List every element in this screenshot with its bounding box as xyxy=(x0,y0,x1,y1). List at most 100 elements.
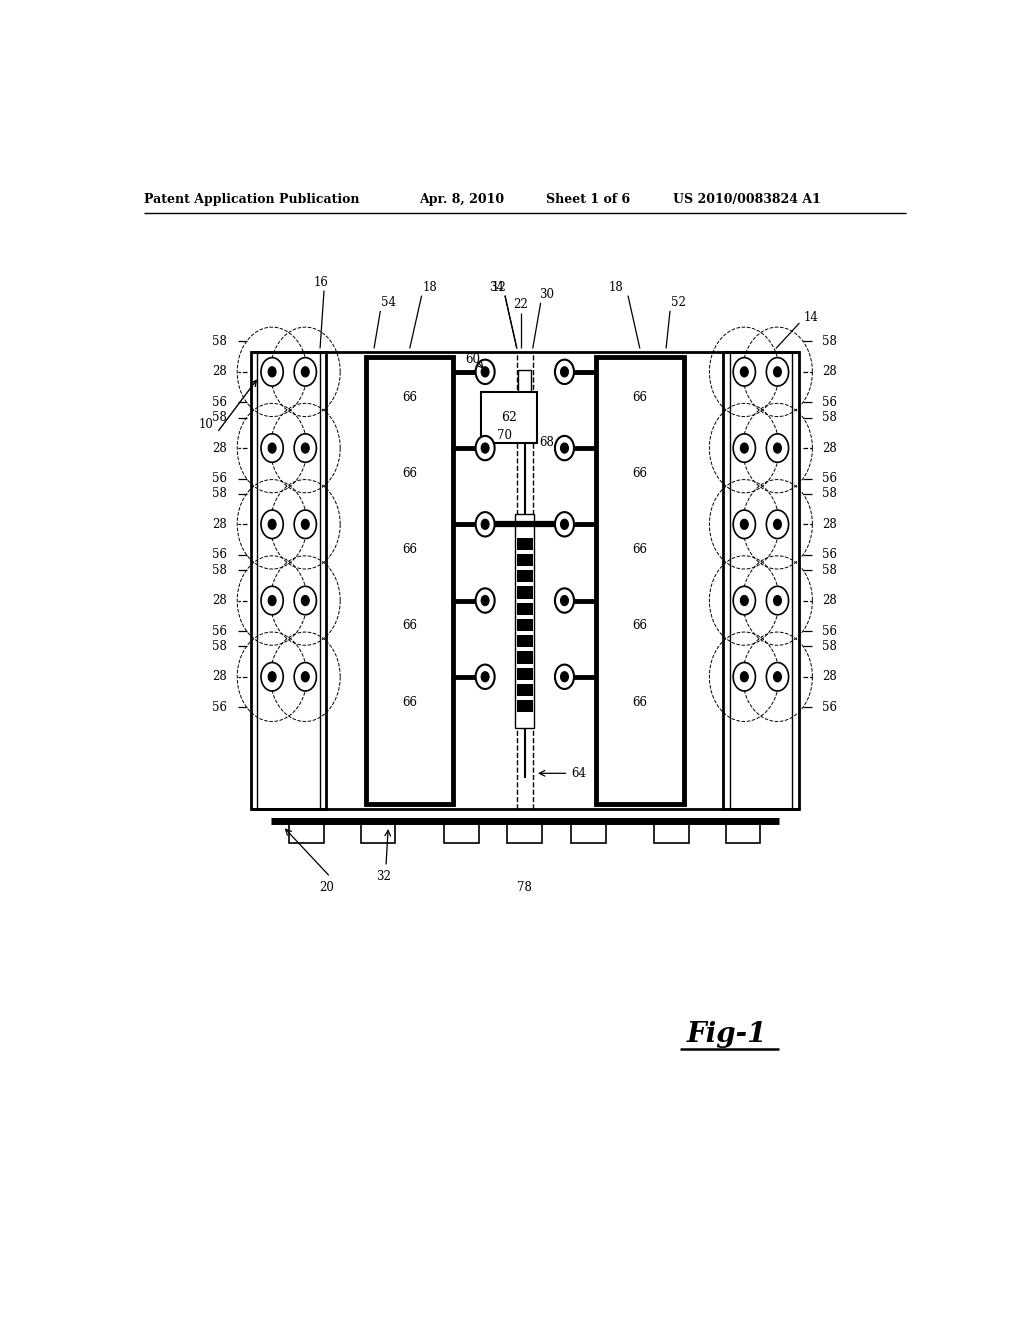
Circle shape xyxy=(268,444,276,453)
Circle shape xyxy=(766,586,788,615)
Bar xyxy=(515,515,535,727)
Circle shape xyxy=(773,519,781,529)
Circle shape xyxy=(301,672,309,682)
Bar xyxy=(517,554,532,566)
Text: 60: 60 xyxy=(466,354,480,366)
Circle shape xyxy=(560,444,568,453)
Circle shape xyxy=(268,595,276,606)
Circle shape xyxy=(555,512,574,536)
Circle shape xyxy=(560,595,568,606)
Text: Apr. 8, 2010: Apr. 8, 2010 xyxy=(419,193,504,206)
Circle shape xyxy=(733,434,756,462)
Text: 18: 18 xyxy=(608,281,624,294)
Circle shape xyxy=(740,595,749,606)
Text: Fig-1: Fig-1 xyxy=(687,1022,767,1048)
Bar xyxy=(289,821,324,843)
Bar xyxy=(517,635,532,647)
Text: US 2010/0083824 A1: US 2010/0083824 A1 xyxy=(673,193,821,206)
Bar xyxy=(517,602,532,615)
Text: 58: 58 xyxy=(822,335,838,348)
Circle shape xyxy=(555,359,574,384)
Text: 56: 56 xyxy=(822,624,838,638)
Circle shape xyxy=(268,367,276,378)
Text: 58: 58 xyxy=(822,564,838,577)
Bar xyxy=(443,821,479,843)
Circle shape xyxy=(740,444,749,453)
Circle shape xyxy=(766,358,788,385)
Bar xyxy=(570,821,606,843)
Bar xyxy=(517,537,532,549)
Text: 68: 68 xyxy=(540,437,554,450)
Text: Sheet 1 of 6: Sheet 1 of 6 xyxy=(546,193,631,206)
Text: 58: 58 xyxy=(212,411,227,424)
Circle shape xyxy=(261,586,284,615)
Text: 66: 66 xyxy=(633,467,647,480)
Text: 56: 56 xyxy=(822,473,838,484)
Text: 56: 56 xyxy=(822,548,838,561)
Circle shape xyxy=(560,519,568,529)
Circle shape xyxy=(733,358,756,385)
Text: 66: 66 xyxy=(633,619,647,632)
Circle shape xyxy=(766,663,788,690)
Circle shape xyxy=(475,359,495,384)
Circle shape xyxy=(481,444,489,453)
Text: 30: 30 xyxy=(540,288,555,301)
Text: 66: 66 xyxy=(402,391,417,404)
Text: 16: 16 xyxy=(313,276,329,289)
Circle shape xyxy=(294,663,316,690)
Circle shape xyxy=(268,519,276,529)
Circle shape xyxy=(555,664,574,689)
Text: 34: 34 xyxy=(489,281,505,294)
Circle shape xyxy=(733,663,756,690)
Text: 18: 18 xyxy=(422,281,437,294)
Circle shape xyxy=(301,595,309,606)
Text: 14: 14 xyxy=(804,312,819,325)
Circle shape xyxy=(740,519,749,529)
Circle shape xyxy=(560,672,568,682)
Circle shape xyxy=(740,367,749,378)
Text: 56: 56 xyxy=(212,473,227,484)
Text: 28: 28 xyxy=(212,366,227,379)
Text: 58: 58 xyxy=(212,564,227,577)
Bar xyxy=(517,651,532,664)
Circle shape xyxy=(773,444,781,453)
Text: 56: 56 xyxy=(212,624,227,638)
Bar xyxy=(360,821,395,843)
Circle shape xyxy=(294,510,316,539)
Bar xyxy=(517,684,532,696)
Text: 28: 28 xyxy=(212,517,227,531)
Text: 66: 66 xyxy=(633,544,647,556)
Bar xyxy=(518,370,531,392)
Text: 66: 66 xyxy=(633,696,647,709)
Bar xyxy=(517,586,532,598)
Text: 66: 66 xyxy=(402,696,417,709)
Text: 66: 66 xyxy=(402,467,417,480)
Text: 56: 56 xyxy=(822,701,838,714)
Text: 52: 52 xyxy=(671,296,685,309)
Circle shape xyxy=(766,434,788,462)
Text: 64: 64 xyxy=(571,767,587,780)
Text: 58: 58 xyxy=(212,640,227,653)
Text: 56: 56 xyxy=(212,701,227,714)
Text: 28: 28 xyxy=(212,442,227,454)
Text: 56: 56 xyxy=(822,396,838,409)
Bar xyxy=(726,821,761,843)
Text: 28: 28 xyxy=(822,442,838,454)
Text: 10: 10 xyxy=(199,418,213,432)
Text: 58: 58 xyxy=(212,335,227,348)
Text: 54: 54 xyxy=(381,296,396,309)
Bar xyxy=(517,570,532,582)
Text: 58: 58 xyxy=(822,411,838,424)
Bar xyxy=(596,356,684,804)
Bar xyxy=(517,619,532,631)
Text: 28: 28 xyxy=(822,517,838,531)
Bar xyxy=(481,392,537,444)
Text: 28: 28 xyxy=(822,594,838,607)
Circle shape xyxy=(261,358,284,385)
Text: 70: 70 xyxy=(498,429,512,442)
Text: 66: 66 xyxy=(402,619,417,632)
Circle shape xyxy=(733,510,756,539)
Bar xyxy=(517,700,532,713)
Text: 56: 56 xyxy=(212,396,227,409)
Bar xyxy=(517,668,532,680)
